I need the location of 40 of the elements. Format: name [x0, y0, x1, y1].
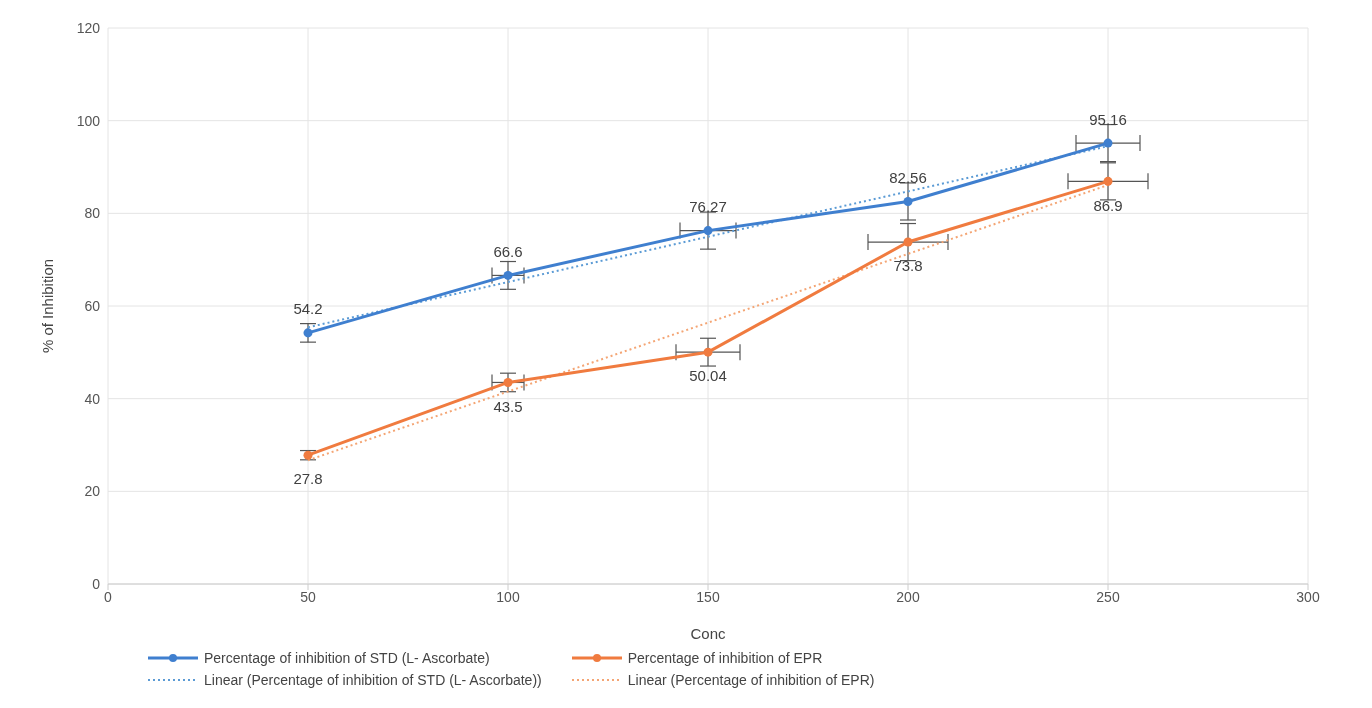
point — [703, 226, 713, 236]
y-axis-title: % of Inhibition — [39, 258, 57, 354]
x-tick-label: 300 — [1296, 588, 1320, 605]
y-tick-label: 40 — [84, 390, 101, 407]
y-tick-label: 0 — [92, 575, 101, 592]
point — [903, 196, 913, 206]
data-label: 86.9 — [1093, 196, 1123, 214]
data-label: 95.16 — [1089, 110, 1127, 128]
point — [303, 450, 313, 460]
data-label: 54.2 — [293, 300, 323, 318]
x-tick-label: 150 — [696, 588, 720, 605]
legend-label: Percentage of inhibition of EPR — [627, 650, 823, 666]
data-label: 27.8 — [293, 470, 323, 488]
point — [1103, 176, 1113, 186]
point — [703, 347, 713, 357]
x-tick-label: 0 — [104, 588, 113, 605]
data-label: 73.8 — [893, 257, 923, 275]
data-label: 66.6 — [493, 242, 523, 260]
y-tick-label: 120 — [76, 19, 101, 36]
x-tick-label: 50 — [300, 588, 316, 605]
x-axis-title: Conc — [690, 625, 726, 642]
x-tick-label: 200 — [896, 588, 920, 605]
legend-label: Percentage of inhibition of STD (L- Ascorbate) — [204, 650, 490, 666]
data-label: 76.27 — [689, 198, 727, 216]
point — [303, 328, 313, 338]
x-tick-label: 250 — [1096, 588, 1120, 605]
point — [503, 270, 513, 280]
legend-label: Linear (Percentage of inhibition of STD (L- Ascorbate)) — [204, 672, 542, 688]
legend-label: Linear (Percentage of inhibition of EPR) — [627, 672, 875, 688]
data-label: 82.56 — [889, 168, 927, 186]
data-label: 43.5 — [493, 397, 523, 415]
y-tick-label: 100 — [76, 112, 101, 129]
x-tick-label: 100 — [496, 588, 520, 605]
point — [903, 237, 913, 247]
point — [1103, 138, 1113, 148]
point — [503, 377, 513, 387]
y-tick-label: 60 — [84, 297, 101, 314]
y-tick-label: 20 — [84, 483, 101, 500]
y-tick-label: 80 — [84, 205, 101, 222]
data-label: 50.04 — [689, 367, 727, 385]
